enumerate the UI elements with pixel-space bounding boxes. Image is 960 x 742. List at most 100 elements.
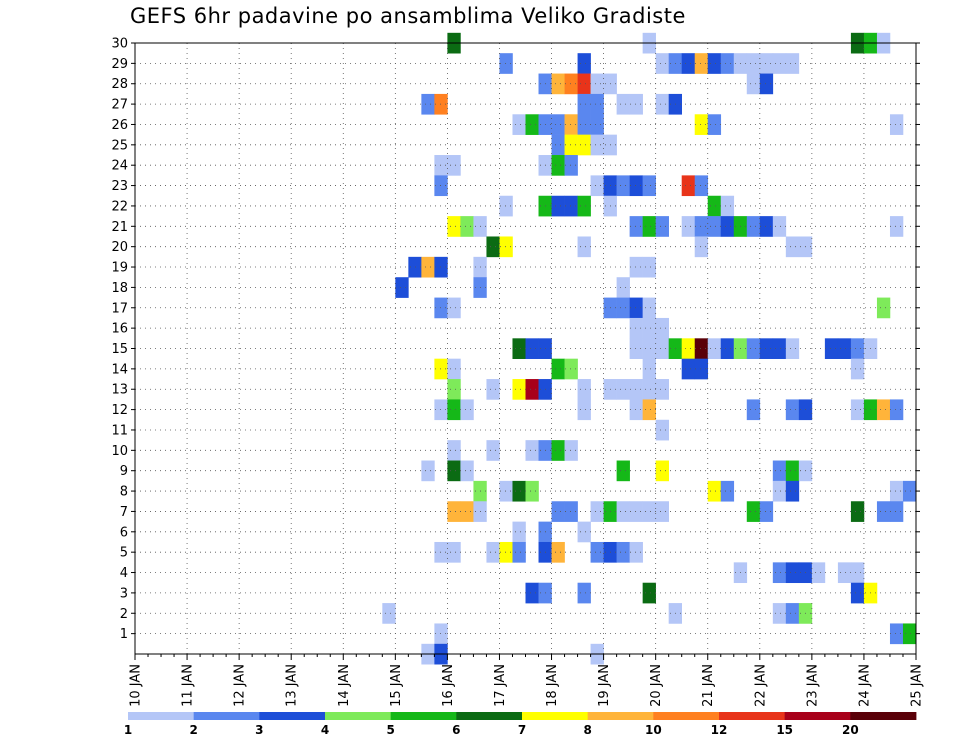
heatmap-cell [551, 155, 565, 176]
heatmap-cell [590, 134, 604, 156]
colorbar-label: 1 [124, 723, 132, 737]
heatmap-cell [889, 501, 904, 522]
heatmap-cell [486, 379, 500, 400]
heatmap-cell [850, 358, 865, 380]
heatmap-cell [590, 541, 604, 563]
heatmap-cell [681, 175, 696, 197]
heatmap-cell [460, 399, 474, 421]
heatmap-cell [499, 195, 513, 217]
heatmap-cell [746, 399, 761, 421]
heatmap-cell [460, 501, 474, 522]
x-tick-label: 20 JAN [649, 664, 664, 707]
heatmap-cell [447, 399, 461, 421]
heatmap-cell [434, 93, 448, 115]
heatmap-cell [889, 480, 904, 502]
heatmap-cell [850, 501, 865, 522]
heatmap-cell [629, 297, 643, 319]
y-tick-label: 5 [120, 546, 128, 561]
heatmap-cell [447, 541, 461, 563]
heatmap-cell [655, 419, 669, 441]
heatmap-cell [785, 236, 800, 258]
heatmap-cell [499, 236, 513, 258]
colorbar-swatch [850, 712, 917, 720]
heatmap-cell [785, 338, 800, 359]
heatmap-cell [785, 562, 800, 584]
heatmap-cell [590, 175, 604, 197]
y-tick-label: 22 [111, 199, 128, 214]
heatmap-cell [772, 338, 787, 359]
x-tick-label: 15 JAN [389, 664, 404, 707]
heatmap-cell [785, 399, 800, 421]
heatmap-cell [447, 358, 461, 380]
heatmap-cell [434, 623, 448, 645]
heatmap-cell [564, 114, 578, 135]
heatmap-cell [590, 73, 604, 95]
heatmap-cell [629, 541, 643, 563]
heatmap-cell [577, 236, 591, 258]
heatmap-cell [655, 338, 669, 359]
heatmap-cell [655, 216, 669, 237]
heatmap-cell [694, 236, 709, 258]
heatmap-cell [642, 297, 656, 319]
y-tick-label: 20 [111, 240, 128, 255]
heatmap-cell [642, 582, 656, 604]
heatmap-cell [421, 256, 435, 278]
y-tick-label: 3 [120, 586, 128, 601]
x-tick-label: 25 JAN [910, 664, 925, 707]
heatmap-cell [746, 501, 761, 522]
heatmap-cell [707, 216, 722, 237]
heatmap-cell [577, 73, 591, 95]
heatmap-cell [655, 460, 669, 482]
heatmap-cell [447, 297, 461, 319]
heatmap-cell [577, 195, 591, 217]
heatmap-cell [824, 338, 839, 359]
heatmap-cell [642, 399, 656, 421]
heatmap-cell [447, 440, 461, 461]
heatmap-cell [655, 53, 669, 74]
heatmap-cell [629, 175, 643, 197]
heatmap-cell [564, 73, 578, 95]
y-tick-label: 9 [120, 464, 128, 479]
colorbar-swatch [719, 712, 786, 720]
y-tick-label: 15 [111, 342, 128, 357]
heatmap-cell [655, 379, 669, 400]
heatmap-cell [512, 521, 526, 543]
heatmap-cell [681, 216, 696, 237]
heatmap-cell [512, 114, 526, 135]
colorbar-label: 15 [776, 723, 793, 737]
y-tick-label: 18 [111, 281, 128, 296]
heatmap-cell [655, 93, 669, 115]
x-tick-label: 12 JAN [233, 664, 248, 707]
heatmap-cell [577, 114, 591, 135]
heatmap-cell [694, 175, 709, 197]
heatmap-cell [564, 358, 578, 380]
colorbar-label: 7 [518, 723, 526, 737]
heatmap-cell [616, 175, 630, 197]
colorbar-swatch [653, 712, 720, 720]
heatmap-cell [850, 582, 865, 604]
y-tick-label: 10 [111, 444, 128, 459]
ticks-layer: 1234567891011121314151617181920212223242… [111, 37, 924, 707]
x-tick-label: 18 JAN [545, 664, 560, 707]
heatmap-cell [772, 53, 787, 74]
y-tick-label: 14 [111, 362, 128, 377]
heatmap-cell [759, 338, 774, 359]
heatmap-cell [577, 93, 591, 115]
heatmap-cell [876, 399, 891, 421]
colorbar-label: 5 [386, 723, 394, 737]
heatmap-cell [525, 379, 539, 400]
heatmap-cell [421, 460, 435, 482]
y-tick-label: 16 [111, 322, 128, 337]
heatmap-cell [551, 73, 565, 95]
heatmap-cell [759, 216, 774, 237]
heatmap-cell [850, 562, 865, 584]
y-tick-label: 24 [111, 159, 128, 174]
y-tick-label: 29 [111, 57, 128, 72]
heatmap-cell [616, 460, 630, 482]
heatmap-cell [460, 460, 474, 482]
heatmap-cell [590, 501, 604, 522]
heatmap-cell [551, 134, 565, 156]
colorbar-swatch [784, 712, 851, 720]
heatmap-cell [837, 338, 852, 359]
heatmap-cell [694, 114, 709, 135]
